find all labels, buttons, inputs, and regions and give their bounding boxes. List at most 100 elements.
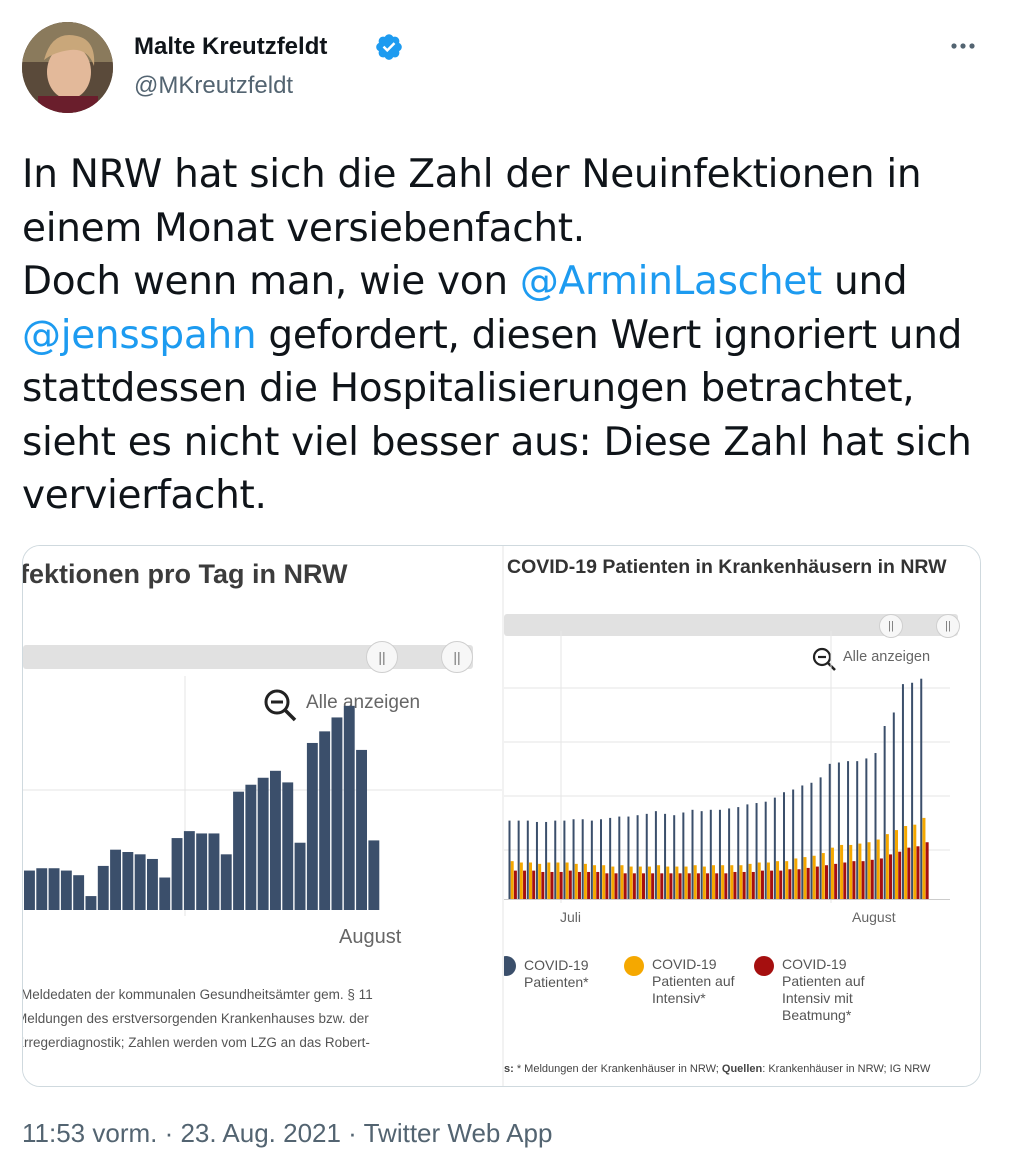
legend-marker	[624, 956, 644, 976]
bar-patients	[535, 821, 538, 899]
bar-patients	[755, 803, 758, 899]
bar-patients	[792, 789, 795, 899]
bar-patients	[920, 678, 923, 899]
bar-patients	[600, 819, 602, 899]
media-image-right[interactable]: COVID-19 Patienten in Krankenhäusern in …	[504, 546, 980, 1086]
bar-intensive	[794, 858, 798, 899]
bar-intensive	[666, 866, 670, 899]
right-bar-chart	[504, 631, 950, 903]
bar-intensive	[849, 844, 853, 899]
bar-ventilated	[587, 871, 591, 899]
bar-patients	[801, 785, 804, 899]
bar-ventilated	[733, 871, 737, 899]
bar-patients	[636, 815, 639, 899]
bar-intensive	[684, 866, 688, 899]
bar-ventilated	[523, 870, 527, 899]
bar-ventilated	[660, 873, 664, 899]
bar-intensive	[529, 862, 532, 899]
tweet-line: @jensspahn gefordert, diesen Wert ignori…	[22, 312, 963, 358]
x-axis-label: Juli	[560, 909, 582, 925]
range-handle-left: ||	[879, 614, 903, 638]
bar-ventilated	[706, 873, 710, 899]
bar-patients	[682, 812, 685, 899]
legend-label: COVID-19 Patienten auf Intensiv*	[652, 956, 735, 1007]
timestamp-date-link[interactable]: 23. Aug. 2021	[180, 1118, 341, 1148]
bar	[97, 865, 109, 910]
author-handle[interactable]: @MKreutzfeldt	[134, 72, 294, 99]
bar-patients	[673, 815, 676, 899]
bar-patients	[737, 807, 740, 899]
bar-patients	[654, 811, 657, 899]
mention-link[interactable]: @jensspahn	[22, 312, 257, 358]
chart-title: COVID-19 Patienten in Krankenhäusern in …	[507, 556, 947, 578]
tweet-line: In NRW hat sich die Zahl der Neuinfektio…	[22, 152, 922, 197]
bar-ventilated	[614, 873, 618, 899]
bar	[73, 875, 85, 910]
tweet-line: sieht es nicht viel besser aus: Diese Za…	[22, 419, 972, 465]
bar-ventilated	[825, 865, 828, 899]
bar-patients	[554, 820, 557, 899]
bar-intensive	[611, 866, 615, 899]
bar-patients	[874, 753, 877, 899]
bar-intensive	[812, 855, 816, 899]
x-axis-label: August	[852, 909, 896, 925]
bar-patients	[526, 820, 529, 899]
bar-ventilated	[788, 869, 792, 899]
bar	[60, 870, 72, 910]
source-app-link[interactable]: Twitter Web App	[363, 1118, 553, 1148]
avatar[interactable]	[22, 22, 113, 113]
bar-patients	[508, 820, 511, 899]
bar-intensive	[556, 862, 560, 899]
bar-intensive	[913, 824, 917, 899]
bar	[233, 791, 244, 910]
bar-intensive	[766, 862, 770, 899]
bar	[319, 731, 331, 910]
bar-ventilated	[925, 842, 929, 899]
bar-patients	[837, 762, 840, 899]
more-options-icon[interactable]	[947, 30, 979, 60]
tweet-media[interactable]: fektionen pro Tag in NRW || || Alle anze…	[22, 545, 981, 1087]
bar-intensive	[830, 847, 834, 899]
bar	[208, 833, 220, 910]
tweet-text: In NRW hat sich die Zahl der Neuinfektio…	[22, 148, 997, 523]
bar-intensive	[519, 862, 523, 899]
bar-intensive	[748, 863, 752, 899]
mention-link[interactable]: @ArminLaschet	[519, 259, 822, 304]
timestamp-time-link[interactable]: 11:53 vorm.	[22, 1118, 158, 1148]
bar-patients	[609, 817, 612, 899]
bar-intensive	[593, 865, 597, 899]
bar-ventilated	[751, 871, 755, 899]
bar-intensive	[922, 817, 926, 899]
bar-intensive	[574, 863, 578, 899]
bar	[343, 705, 355, 910]
bar-ventilated	[898, 851, 902, 899]
bar	[356, 749, 367, 910]
bar-patients	[810, 782, 813, 899]
author-name[interactable]: Malte Kreutzfeldt	[134, 33, 328, 60]
bar-ventilated	[541, 871, 545, 899]
x-axis-label: August	[339, 926, 402, 948]
bar-ventilated	[870, 859, 874, 899]
bar-patients	[572, 819, 575, 899]
range-scrollbar	[504, 614, 958, 636]
chart-title: fektionen pro Tag in NRW	[23, 559, 348, 589]
bar	[294, 842, 306, 910]
bar-ventilated	[568, 870, 572, 899]
bar-patients	[746, 804, 749, 899]
bar	[245, 784, 257, 910]
bar-ventilated	[596, 871, 600, 899]
bar-ventilated	[559, 871, 563, 899]
bar-intensive	[647, 866, 651, 899]
bar-patients	[901, 684, 904, 899]
bar-intensive	[638, 866, 642, 899]
bar-intensive	[565, 862, 569, 899]
media-image-left[interactable]: fektionen pro Tag in NRW || || Alle anze…	[23, 546, 502, 1086]
bar	[306, 742, 318, 910]
bar	[270, 770, 281, 910]
bar-patients	[590, 820, 593, 899]
bar-patients	[517, 820, 520, 899]
tweet-line: einem Monat versiebenfacht.	[22, 205, 585, 251]
bar-intensive	[675, 866, 679, 899]
bar-intensive	[840, 844, 844, 899]
bar	[48, 868, 60, 910]
